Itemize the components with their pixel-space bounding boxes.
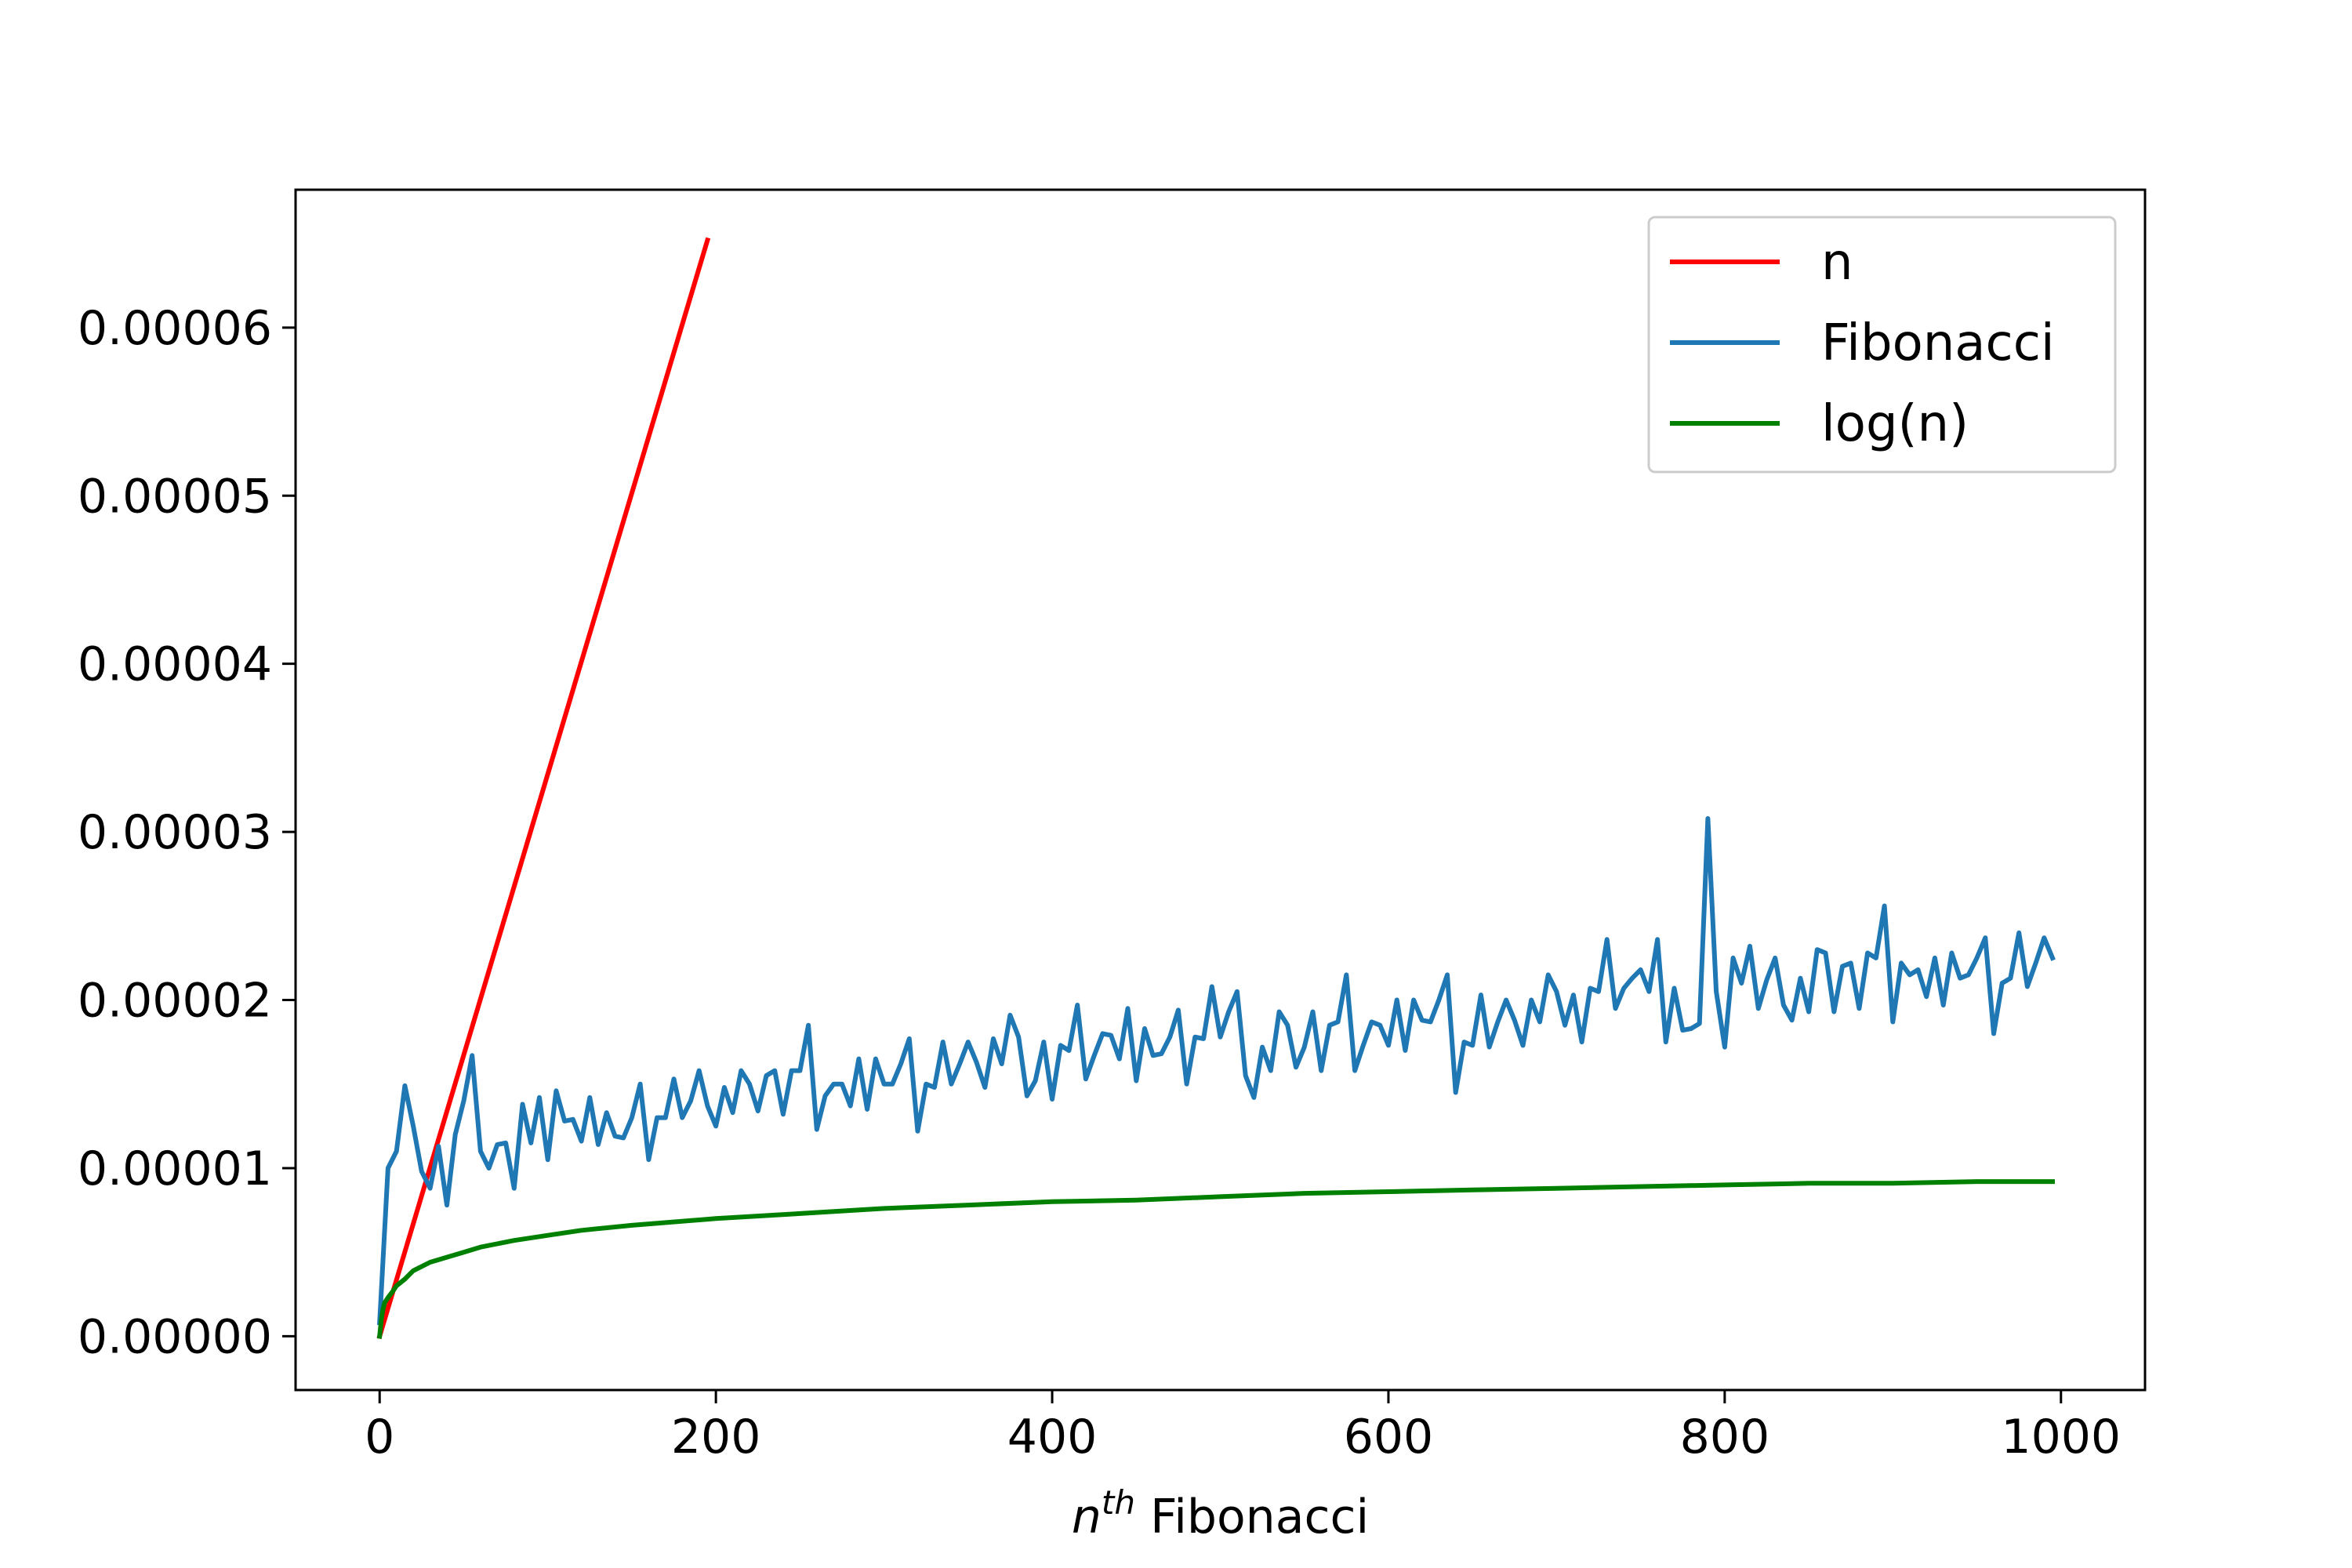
series-line-2 bbox=[376, 1179, 2055, 1339]
y-tick-label: 0.00004 bbox=[78, 637, 272, 692]
legend-label: Fibonacci bbox=[1821, 314, 2055, 372]
y-tick-label: 0.00001 bbox=[78, 1142, 272, 1196]
y-tick-label: 0.00003 bbox=[78, 805, 272, 860]
x-axis-title-superscript: th bbox=[1102, 1483, 1135, 1522]
legend-label: log(n) bbox=[1821, 395, 1969, 453]
x-axis-title-base: n bbox=[1072, 1490, 1102, 1544]
x-tick-label: 400 bbox=[1007, 1410, 1098, 1465]
x-axis-ticks: 0 200 400 600 800 1000 bbox=[365, 1390, 2121, 1465]
legend-label: n bbox=[1821, 234, 1853, 292]
x-tick-label: 200 bbox=[671, 1410, 761, 1465]
series-line-0 bbox=[376, 237, 711, 1340]
axes-frame bbox=[294, 188, 2147, 1392]
y-tick-label: 0.00006 bbox=[78, 301, 272, 356]
legend: n Fibonacci log(n) bbox=[1647, 216, 2117, 474]
y-tick-label: 0.00000 bbox=[78, 1309, 272, 1364]
plot-area: 0 200 400 600 800 1000 0.000000.000010.000020… bbox=[78, 188, 2147, 1465]
series-layer bbox=[376, 237, 2056, 1340]
y-tick-label: 0.00005 bbox=[78, 469, 272, 524]
series-line-1 bbox=[377, 816, 2056, 1326]
y-axis-ticks: 0.00000 0.00001 0.00002 0.00003 0.00004 0.000… bbox=[78, 301, 296, 1364]
x-tick-label: 0 bbox=[365, 1410, 394, 1465]
x-axis-title-rest: Fibonacci bbox=[1135, 1490, 1369, 1544]
y-tick-label: 0.00002 bbox=[78, 974, 272, 1029]
x-tick-label: 600 bbox=[1344, 1410, 1434, 1465]
x-tick-label: 1000 bbox=[2001, 1410, 2121, 1465]
x-axis-title: nth Fibonacci bbox=[1072, 1483, 1369, 1544]
legend-box bbox=[1647, 216, 2117, 474]
x-tick-label: 800 bbox=[1680, 1410, 1770, 1465]
